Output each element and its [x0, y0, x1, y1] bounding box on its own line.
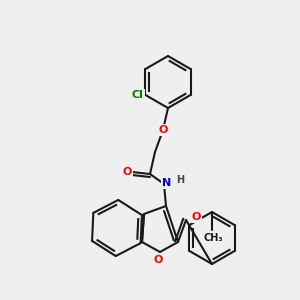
- Text: O: O: [122, 167, 132, 177]
- Text: O: O: [153, 255, 163, 265]
- Text: N: N: [162, 178, 172, 188]
- Text: Cl: Cl: [131, 90, 143, 100]
- Text: O: O: [158, 125, 168, 135]
- Text: CH₃: CH₃: [203, 233, 223, 243]
- Text: O: O: [191, 212, 201, 222]
- Text: H: H: [176, 175, 184, 185]
